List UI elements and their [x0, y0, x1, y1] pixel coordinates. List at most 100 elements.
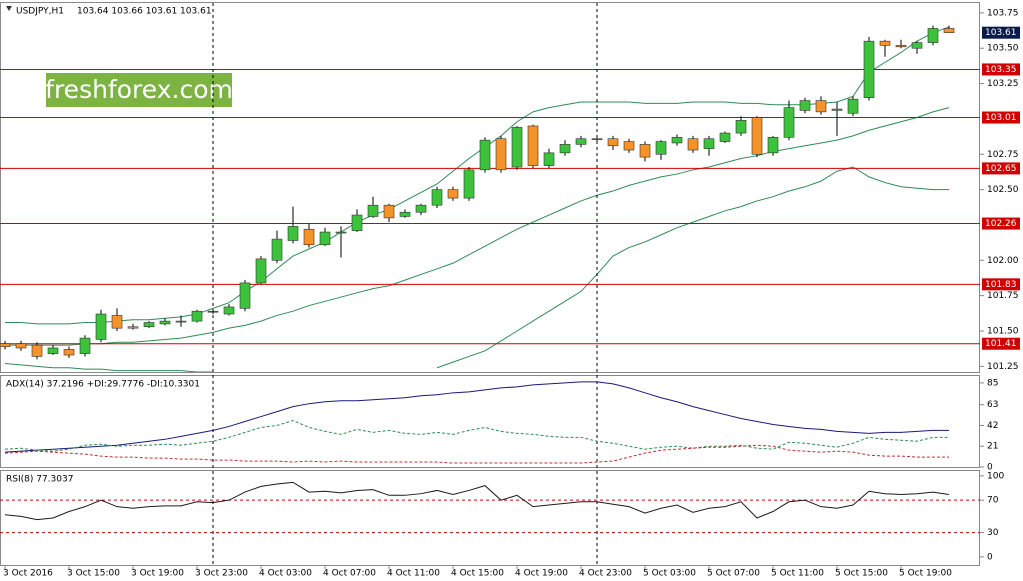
y-tick-label: 70: [987, 496, 999, 506]
candle-body: [111, 315, 123, 329]
adx-panel-border: [0, 375, 980, 468]
candle-body: [735, 120, 747, 134]
candle-body: [863, 40, 875, 99]
candle-body: [239, 282, 251, 309]
candle-body: [31, 344, 43, 357]
y-tick-label: 101.50: [987, 327, 1019, 337]
main-panel-border: [0, 2, 980, 373]
level-label-bg: [982, 217, 1020, 230]
x-tick-label: 3 Oct 23:00: [195, 569, 248, 579]
candle-body: [223, 306, 235, 315]
level-label: 103.35: [985, 65, 1017, 75]
last-price-label: 103.61: [985, 28, 1017, 38]
candle-body: [751, 117, 763, 155]
level-label: 102.26: [985, 219, 1017, 229]
indicator-plot: [0, 481, 980, 534]
candle-body: [15, 343, 27, 349]
indicator-line: [4, 419, 949, 452]
candle-body: [655, 141, 667, 155]
candle-body: [703, 138, 715, 149]
candle-body: [495, 138, 507, 171]
y-tick-label: 102.00: [987, 256, 1019, 266]
x-tick-label: 4 Oct 03:00: [259, 569, 312, 579]
candle-body: [543, 152, 555, 166]
candle-body: [367, 204, 379, 217]
x-tick-label: 4 Oct 23:00: [579, 569, 632, 579]
candle-body: [319, 231, 331, 246]
candle-body: [767, 137, 779, 154]
candle-body: [447, 189, 459, 199]
candle-body: [671, 137, 683, 144]
candle-body: [335, 231, 347, 234]
candle-body: [607, 138, 619, 147]
y-tick-label: 30: [987, 528, 999, 538]
y-tick-label: 100: [987, 471, 1004, 481]
chart-subtitle: 103.64 103.66 103.61 103.61: [77, 7, 212, 17]
candle-body: [383, 204, 395, 219]
candle-body: [271, 238, 283, 261]
candle-body: [911, 42, 923, 49]
candle-body: [463, 169, 475, 199]
candle-body: [415, 204, 427, 213]
last-price-bg: [982, 26, 1020, 39]
candle-body: [175, 320, 187, 323]
y-tick-label: 0: [987, 552, 993, 562]
band-line: [4, 166, 949, 372]
candle-body: [799, 100, 811, 111]
level-label: 102.65: [985, 164, 1017, 174]
candle-body: [623, 141, 635, 151]
candle-body: [943, 28, 955, 33]
candle-body: [63, 349, 75, 356]
candle-body: [79, 337, 91, 354]
level-label-bg: [982, 278, 1020, 291]
y-tick-label: 42: [987, 421, 998, 431]
x-tick-label: 4 Oct 07:00: [323, 569, 376, 579]
candle-body: [191, 310, 203, 322]
x-tick-label: 3 Oct 15:00: [67, 569, 120, 579]
x-tick-label: 4 Oct 11:00: [387, 569, 440, 579]
x-tick-label: 5 Oct 03:00: [643, 569, 696, 579]
x-tick-label: 5 Oct 07:00: [707, 569, 760, 579]
candle-body: [303, 228, 315, 246]
x-tick-label: 4 Oct 19:00: [515, 569, 568, 579]
y-tick-label: 21: [987, 442, 998, 452]
x-tick-label: 5 Oct 19:00: [899, 569, 952, 579]
watermark: freshforex.com: [45, 75, 233, 104]
candle-body: [815, 100, 827, 113]
x-tick-label: 5 Oct 15:00: [835, 569, 888, 579]
y-tick-label: 103.25: [987, 79, 1019, 89]
candle-body: [847, 98, 859, 114]
candle-body: [575, 138, 587, 145]
candle-body: [559, 144, 571, 154]
y-tick-label: 103.50: [987, 44, 1019, 54]
y-tick-label: 63: [987, 400, 998, 410]
level-label: 101.41: [985, 339, 1017, 349]
candle-body: [351, 214, 363, 231]
candle-body: [639, 144, 651, 158]
y-tick-label: 101.25: [987, 362, 1019, 372]
candle-body: [527, 125, 539, 166]
level-label-bg: [982, 337, 1020, 350]
main-plot: freshforex.com: [0, 25, 980, 372]
chart-title: USDJPY,H1: [16, 7, 64, 17]
candle-body: [687, 138, 699, 151]
y-tick-label: 85: [987, 378, 998, 388]
level-label: 103.01: [985, 113, 1017, 123]
y-tick-label: 0: [987, 463, 993, 473]
x-tick-label: 4 Oct 15:00: [451, 569, 504, 579]
candle-body: [143, 322, 155, 328]
band-line: [5, 26, 950, 325]
level-label-bg: [982, 63, 1020, 76]
y-tick-label: 102.50: [987, 185, 1019, 195]
candle-body: [927, 28, 939, 43]
level-label-bg: [982, 111, 1020, 124]
candle-body: [879, 40, 891, 46]
candle-body: [127, 326, 139, 329]
candle-body: [431, 189, 443, 206]
candle-body: [47, 347, 59, 354]
candle-body: [255, 258, 267, 284]
candle-body: [719, 132, 731, 142]
indicator-title: ADX(14) 37.2196 +DI:29.7776 -DI:10.3301: [6, 380, 200, 390]
